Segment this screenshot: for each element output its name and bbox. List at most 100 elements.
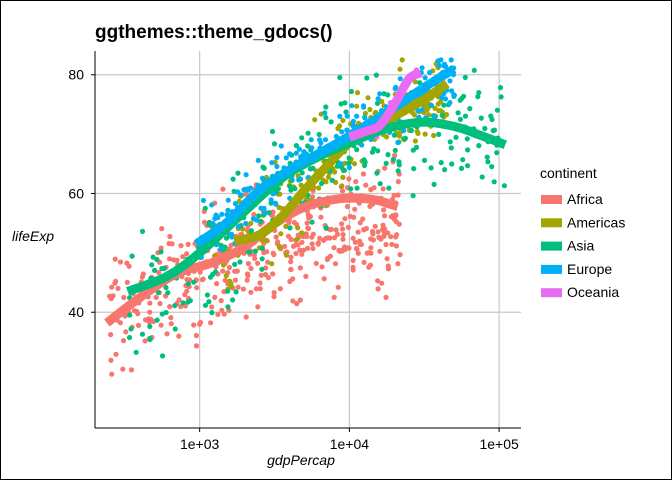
point-asia <box>154 256 160 263</box>
point-africa <box>355 229 361 235</box>
point-africa <box>319 264 325 270</box>
point-americas <box>397 66 403 72</box>
point-americas <box>351 161 358 167</box>
point-asia <box>392 147 398 153</box>
point-asia <box>165 290 171 296</box>
point-asia <box>461 93 467 99</box>
point-europe <box>395 139 401 146</box>
point-africa <box>258 272 264 278</box>
point-asia <box>126 334 133 341</box>
point-africa <box>327 227 333 233</box>
point-africa <box>321 276 327 282</box>
point-africa <box>305 225 312 232</box>
point-asia <box>348 186 354 192</box>
point-africa <box>157 300 163 307</box>
point-africa <box>380 226 386 232</box>
point-asia <box>172 326 178 332</box>
legend-label-europe: Europe <box>567 261 612 277</box>
point-asia <box>185 281 191 287</box>
point-africa <box>194 285 200 291</box>
point-europe <box>339 129 345 135</box>
point-europe <box>322 137 329 143</box>
point-asia <box>147 335 153 342</box>
point-africa <box>375 229 381 235</box>
point-europe <box>243 172 249 178</box>
point-asia <box>230 176 236 182</box>
point-europe <box>392 86 398 92</box>
point-africa <box>392 152 398 158</box>
point-europe <box>215 214 221 221</box>
point-africa <box>305 245 311 251</box>
point-europe <box>375 96 381 102</box>
point-asia <box>271 141 278 147</box>
point-americas <box>335 125 341 131</box>
point-africa <box>251 211 257 218</box>
y-tick-label: 80 <box>68 67 84 83</box>
point-africa <box>171 257 177 263</box>
point-africa <box>377 248 383 254</box>
point-africa <box>273 234 279 240</box>
point-americas <box>412 138 418 144</box>
point-africa <box>366 264 372 270</box>
point-europe <box>338 161 344 167</box>
legend-key-asia <box>541 241 562 251</box>
point-europe <box>427 69 433 76</box>
point-africa <box>346 176 352 182</box>
point-africa <box>385 230 391 236</box>
point-africa <box>218 298 224 304</box>
point-europe <box>255 157 261 163</box>
point-asia <box>484 154 490 160</box>
point-americas <box>223 273 229 279</box>
point-africa <box>252 255 258 262</box>
point-asia <box>292 186 298 192</box>
point-asia <box>293 143 299 149</box>
point-europe <box>350 118 356 124</box>
point-africa <box>120 366 126 372</box>
point-asia <box>338 101 344 107</box>
point-asia <box>305 143 311 149</box>
point-africa <box>123 329 129 335</box>
point-africa <box>271 252 277 258</box>
point-africa <box>382 213 388 219</box>
point-europe <box>349 103 355 109</box>
point-africa <box>353 179 359 185</box>
point-europe <box>259 175 266 181</box>
point-asia <box>455 110 461 116</box>
point-africa <box>184 251 190 257</box>
point-americas <box>316 185 322 191</box>
point-africa <box>121 294 127 301</box>
point-americas <box>277 243 283 250</box>
point-africa <box>344 203 350 210</box>
point-africa <box>345 224 351 230</box>
point-europe <box>436 62 442 69</box>
point-asia <box>375 148 381 154</box>
point-asia <box>438 160 444 166</box>
point-europe <box>272 200 279 206</box>
point-africa <box>379 280 385 286</box>
point-europe <box>247 185 254 191</box>
point-africa <box>271 294 277 300</box>
point-asia <box>337 74 343 81</box>
point-europe <box>308 137 314 143</box>
point-africa <box>339 188 346 194</box>
scatter-points <box>107 57 507 377</box>
x-tick-label: 1e+05 <box>479 436 519 452</box>
point-africa <box>352 206 358 212</box>
point-africa <box>140 271 146 277</box>
point-asia <box>150 254 156 260</box>
point-africa <box>277 286 283 292</box>
point-americas <box>294 236 300 242</box>
point-africa <box>395 179 401 185</box>
point-africa <box>226 264 232 271</box>
point-asia <box>361 162 368 169</box>
point-africa <box>360 216 366 222</box>
point-europe <box>354 113 360 119</box>
point-africa <box>147 309 153 315</box>
point-asia <box>447 139 453 145</box>
point-asia <box>185 299 191 305</box>
point-americas <box>422 131 428 137</box>
point-americas <box>269 261 275 267</box>
point-africa <box>253 286 259 292</box>
point-asia <box>396 159 402 165</box>
legend-title: continent <box>540 165 597 181</box>
